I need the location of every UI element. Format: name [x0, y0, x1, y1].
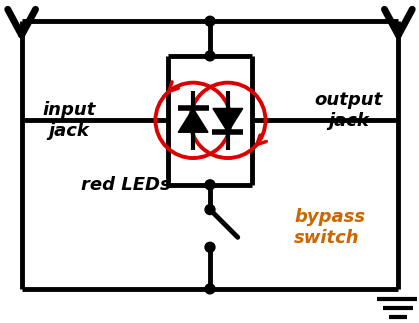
Polygon shape	[213, 109, 243, 132]
Text: red LEDs: red LEDs	[81, 176, 171, 194]
Text: input
jack: input jack	[43, 101, 96, 140]
Circle shape	[205, 16, 215, 26]
Circle shape	[205, 205, 215, 214]
Text: bypass
switch: bypass switch	[294, 208, 365, 247]
Circle shape	[205, 284, 215, 294]
Circle shape	[205, 180, 215, 190]
Text: output
jack: output jack	[315, 91, 383, 130]
Polygon shape	[178, 109, 208, 132]
Circle shape	[205, 51, 215, 61]
Circle shape	[205, 242, 215, 252]
